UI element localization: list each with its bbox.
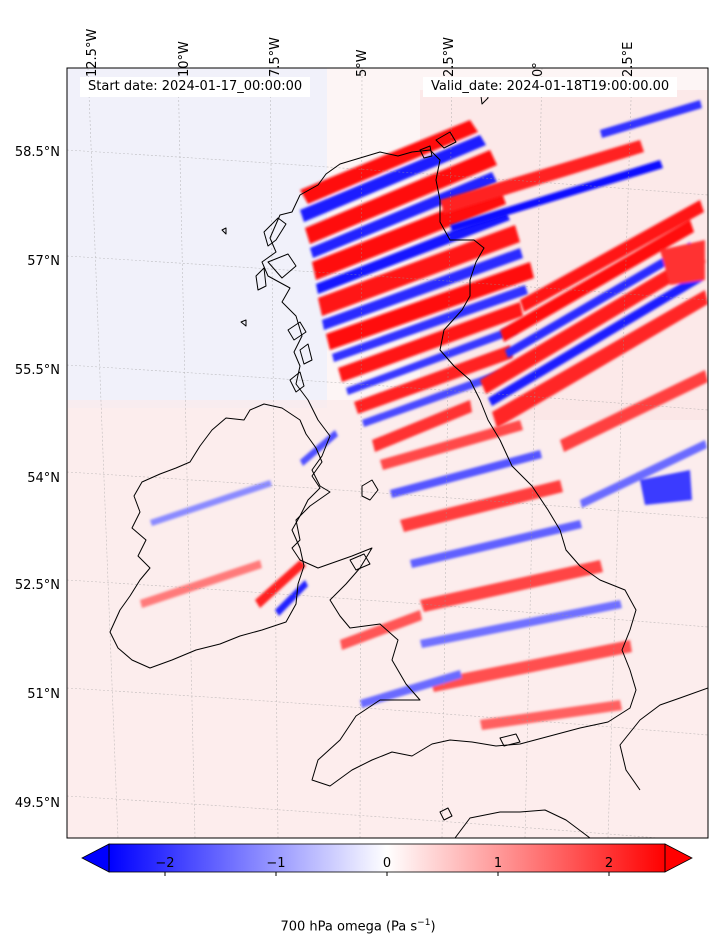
lat-label-57n: 57°N [27,254,60,269]
start-date-label: Start date: 2024-01-17_00:00:00 [80,77,311,97]
map-frame [66,67,709,839]
lat-label-54n: 54°N [27,471,60,486]
colorbar-tick-1: 1 [493,856,503,871]
colorbar-extend-min [81,843,110,873]
colorbar-tick-0: 0 [382,856,392,871]
lat-label-49-5n: 49.5°N [14,796,60,811]
graticule [67,68,708,838]
colorbar-extend-max [664,843,693,873]
colorbar [81,843,693,876]
valid-date-label: Valid_date: 2024-01-18T19:00:00.00 [423,77,678,97]
lon-label-2-5e: 2.5°E [621,41,636,77]
lat-label-58-5n: 58.5°N [14,145,60,160]
lon-label-12-5w: 12.5°W [85,28,100,77]
colorbar-tick-2: 2 [604,856,614,871]
north-sea-bands [440,100,708,508]
colorbar-tick-neg2: −2 [155,856,175,871]
scotland-wave-bands [300,120,534,452]
lat-label-55-5n: 55.5°N [14,363,60,378]
lon-label-10w: 10°W [177,41,192,77]
omega-field [67,68,708,838]
lon-label-5w: 5°W [355,49,370,77]
ireland-bands [140,430,338,616]
colorbar-tick-neg1: −1 [266,856,286,871]
colorbar-gradient [109,844,665,872]
lat-label-52-5n: 52.5°N [14,578,60,593]
coastlines [109,83,708,838]
colorbar-title: 700 hPa omega (Pa s−1) [280,918,436,935]
lon-label-0: 0° [531,62,546,77]
lon-label-7-5w: 7.5°W [268,36,283,77]
lat-label-51n: 51°N [27,687,60,702]
lon-label-2-5w: 2.5°W [442,36,457,77]
